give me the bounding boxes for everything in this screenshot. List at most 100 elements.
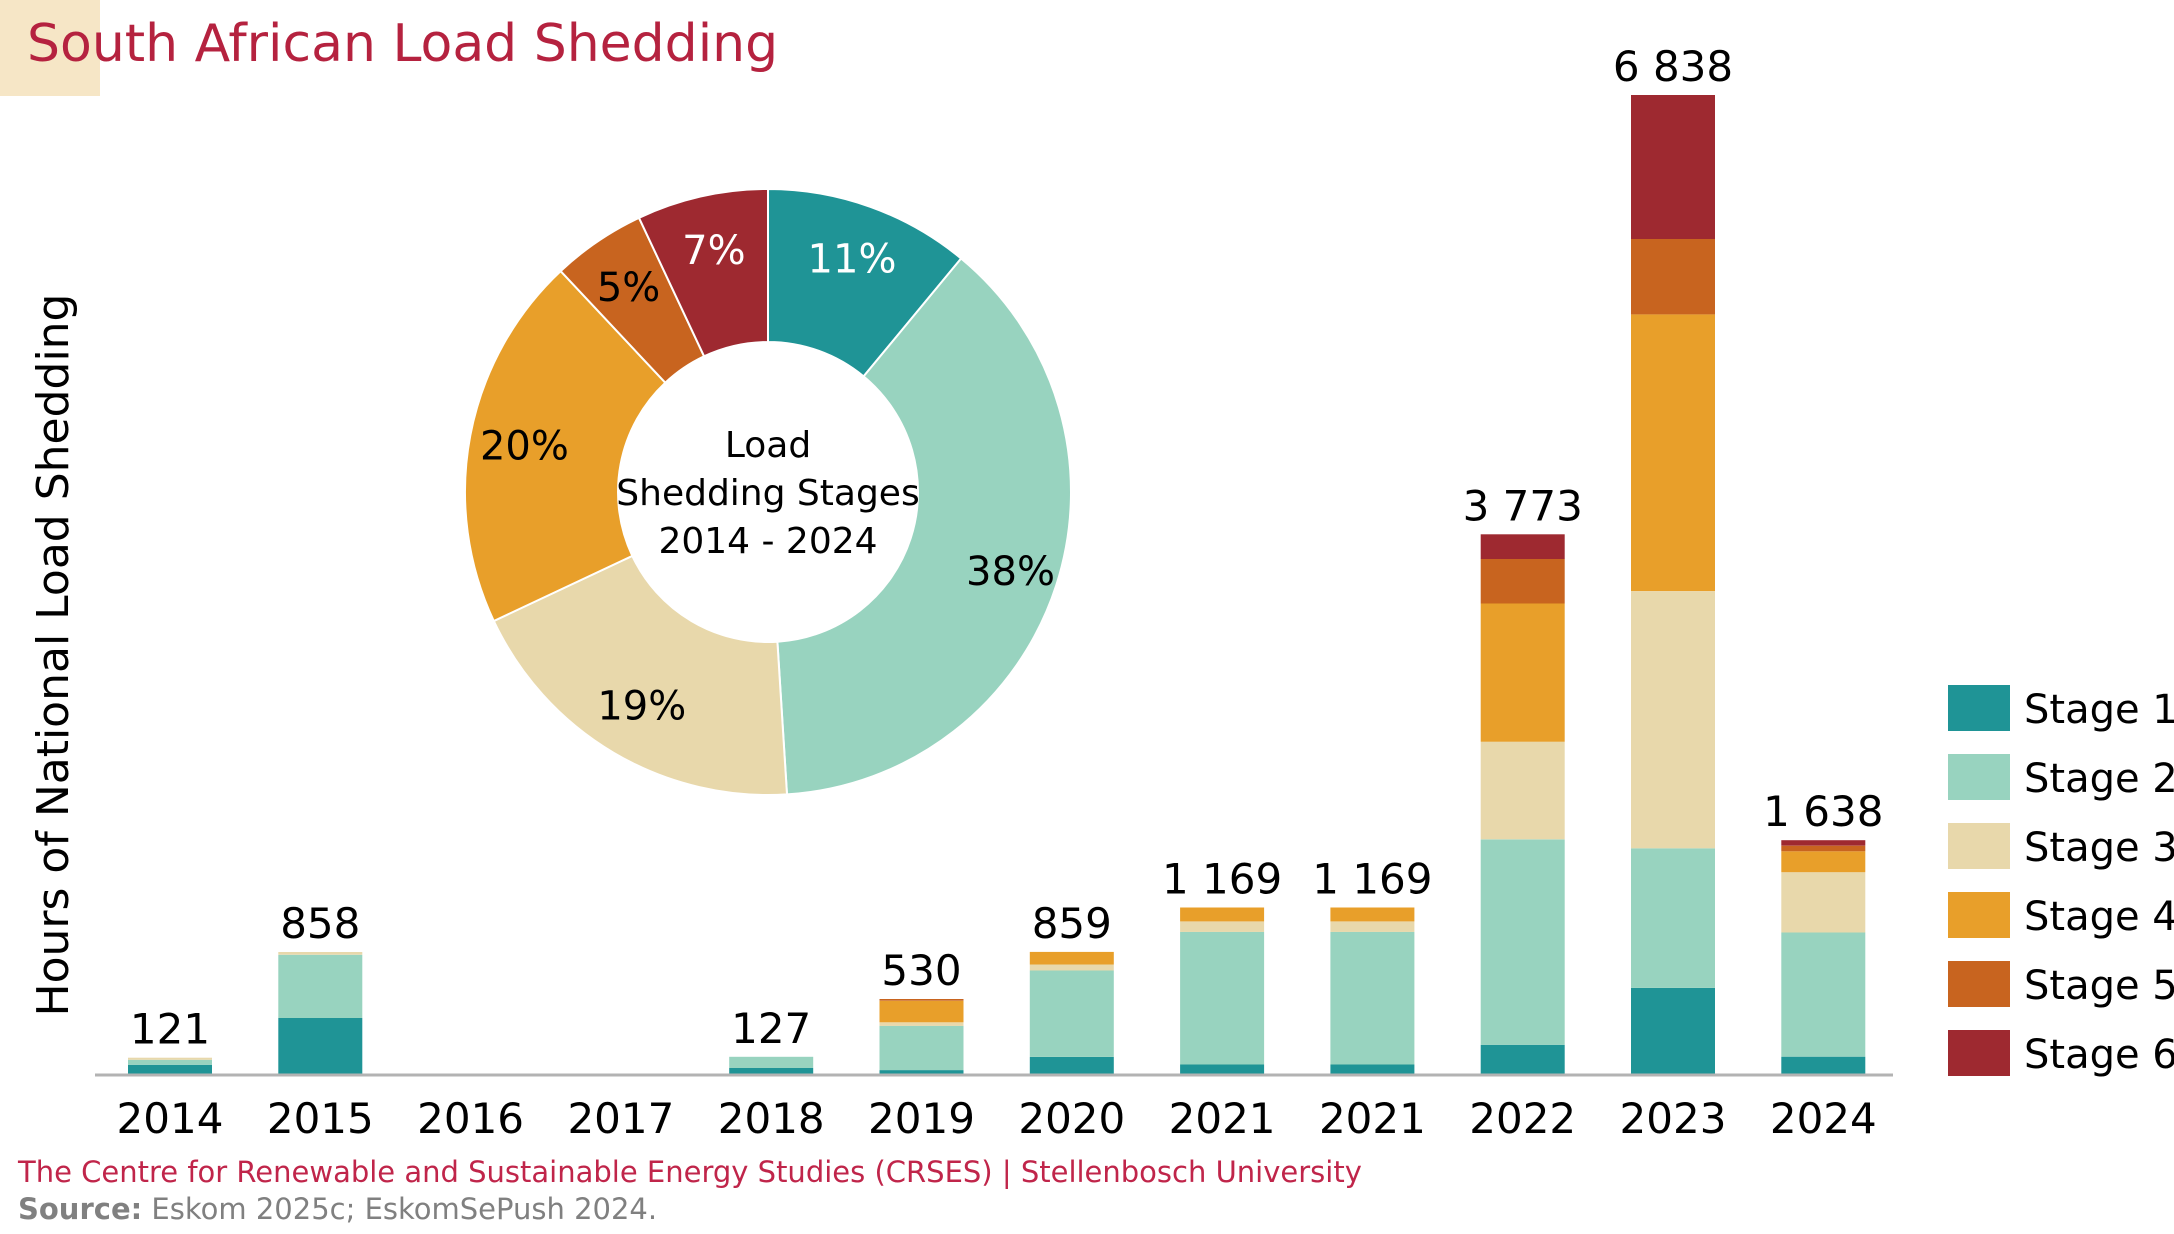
legend-swatch-stage-1 bbox=[1948, 685, 2010, 731]
bar-total-label: 530 bbox=[881, 946, 961, 995]
donut-slice-stage-4 bbox=[464, 269, 667, 623]
bar-segment-2022-stage-5 bbox=[1480, 558, 1565, 604]
donut-center-line: Shedding Stages bbox=[616, 473, 919, 514]
bar-total-label: 3 773 bbox=[1463, 481, 1583, 530]
bar-segment-2022-stage-4 bbox=[1480, 603, 1565, 742]
legend-swatch-stage-3 bbox=[1948, 823, 2010, 869]
x-axis-ticks: 2014 2015 2016 2017 2018 2019 2020 2021 2021 2022… bbox=[117, 1094, 1877, 1143]
bar-segment-2022-stage-2 bbox=[1480, 839, 1565, 1045]
legend-swatch-stage-5 bbox=[1948, 961, 2010, 1007]
bar-total-labels: 121 858 127 530 859 1 169 1 169 3 773 6 838 1 638 bbox=[130, 42, 1884, 1054]
bar-chart bbox=[128, 95, 1866, 1075]
footer-source-text: Eskom 2025c; EskomSePush 2024. bbox=[142, 1192, 658, 1226]
bar-total-label: 6 838 bbox=[1613, 42, 1733, 91]
bar-segment-2018-stage-1 bbox=[729, 1068, 814, 1075]
legend-swatch-stage-4 bbox=[1948, 892, 2010, 938]
bar-segment-2019-stage-2 bbox=[879, 1025, 964, 1071]
bar-segment-2015-stage-3 bbox=[278, 952, 363, 955]
donut-percent-labels: 11% 38% 19% 20% 5% 7% bbox=[480, 228, 1055, 730]
x-tick-label: 2021 bbox=[1169, 1094, 1276, 1143]
bar-segment-2022-stage-1 bbox=[1480, 1044, 1565, 1075]
title-accent-block bbox=[0, 0, 100, 96]
bar-segment-2014-stage-3 bbox=[128, 1057, 212, 1060]
bar-segment-2024-stage-2 bbox=[1781, 932, 1866, 1057]
donut-percent-label: 11% bbox=[808, 237, 897, 283]
bar-segment-2024-stage-4 bbox=[1781, 851, 1866, 873]
legend-label-stage-1: Stage 1 bbox=[2024, 687, 2174, 733]
legend-label-stage-6: Stage 6 bbox=[2024, 1032, 2174, 1078]
bar-total-label: 859 bbox=[1032, 899, 1112, 948]
page-title: South African Load Shedding bbox=[27, 14, 779, 74]
donut-slice-stage-6 bbox=[637, 187, 769, 358]
x-tick-label: 2016 bbox=[417, 1094, 524, 1143]
legend-swatch-stage-6 bbox=[1948, 1030, 2010, 1076]
x-tick-label: 2019 bbox=[868, 1094, 975, 1143]
bar-segment-2015-stage-2 bbox=[278, 954, 363, 1018]
bar-segment-2023-stage-1 bbox=[1631, 987, 1715, 1075]
bar-segment-2018-stage-2 bbox=[729, 1056, 814, 1068]
bar-total-label: 121 bbox=[130, 1005, 210, 1054]
bar-segment-2021-stage-4 bbox=[1330, 907, 1415, 922]
x-tick-label: 2017 bbox=[567, 1094, 674, 1143]
bar-segment-2019-stage-3 bbox=[879, 1022, 964, 1026]
donut-percent-label: 38% bbox=[966, 549, 1055, 595]
donut-chart bbox=[464, 187, 1072, 796]
footer-credit: The Centre for Renewable and Sustainable… bbox=[18, 1155, 1362, 1189]
bar-segment-2014-stage-2 bbox=[128, 1059, 212, 1065]
bar-segment-2020-stage-3 bbox=[1029, 964, 1114, 971]
bar-total-label: 1 638 bbox=[1763, 787, 1883, 836]
bar-segment-2022-stage-3 bbox=[1480, 741, 1565, 840]
bar-segment-2019-stage-4 bbox=[879, 1000, 964, 1023]
bar-segment-2019-stage-5 bbox=[879, 999, 964, 1001]
donut-slice-stage-3 bbox=[492, 554, 789, 796]
bar-segment-2019-stage-1 bbox=[879, 1070, 964, 1075]
bar-total-label: 1 169 bbox=[1312, 855, 1432, 904]
x-tick-label: 2024 bbox=[1770, 1094, 1877, 1143]
bar-segment-2020-stage-4 bbox=[1029, 951, 1114, 965]
bar-segment-2022-stage-6 bbox=[1480, 534, 1565, 559]
bar-segment-2021-stage-2 bbox=[1330, 931, 1415, 1065]
bar-segment-2021-stage-3 bbox=[1330, 921, 1415, 932]
bar-total-label: 1 169 bbox=[1162, 855, 1282, 904]
bar-segment-2024-stage-1 bbox=[1781, 1056, 1866, 1075]
x-tick-label: 2020 bbox=[1018, 1094, 1125, 1143]
bar-segment-2020-stage-2 bbox=[1029, 970, 1114, 1057]
legend-label-stage-4: Stage 4 bbox=[2024, 894, 2174, 940]
legend-label-stage-2: Stage 2 bbox=[2024, 756, 2174, 802]
bar-segment-2021-stage-1 bbox=[1330, 1064, 1415, 1075]
x-tick-label: 2015 bbox=[267, 1094, 374, 1143]
bar-segment-2021-stage-2 bbox=[1180, 931, 1265, 1065]
bar-segment-2021-stage-1 bbox=[1180, 1064, 1265, 1075]
donut-percent-label: 5% bbox=[597, 265, 660, 311]
donut-percent-label: 19% bbox=[597, 684, 686, 730]
x-tick-label: 2023 bbox=[1620, 1094, 1727, 1143]
bar-segment-2021-stage-3 bbox=[1180, 921, 1265, 932]
footer-source-label: Source: bbox=[18, 1192, 143, 1226]
bar-segment-2015-stage-1 bbox=[278, 1018, 363, 1075]
legend-label-stage-3: Stage 3 bbox=[2024, 825, 2174, 871]
y-axis-title: Hours of National Load Shedding bbox=[28, 294, 79, 1017]
legend-swatch-stage-2 bbox=[1948, 754, 2010, 800]
donut-percent-label: 20% bbox=[480, 424, 569, 470]
bar-segment-2020-stage-1 bbox=[1029, 1056, 1114, 1075]
bar-segment-2021-stage-4 bbox=[1180, 907, 1265, 922]
bar-segment-2024-stage-5 bbox=[1781, 845, 1866, 852]
donut-center-line: 2014 - 2024 bbox=[658, 521, 877, 562]
bar-segment-2023-stage-4 bbox=[1631, 314, 1715, 592]
x-tick-label: 2018 bbox=[718, 1094, 825, 1143]
bar-segment-2023-stage-6 bbox=[1631, 95, 1715, 239]
donut-center-line: Load bbox=[725, 425, 811, 466]
donut-slice-stage-2 bbox=[776, 257, 1072, 796]
donut-percent-label: 7% bbox=[682, 228, 745, 274]
bar-segment-2023-stage-2 bbox=[1631, 848, 1715, 988]
x-tick-label: 2022 bbox=[1469, 1094, 1576, 1143]
x-tick-label: 2014 bbox=[117, 1094, 224, 1143]
footer-source: Source: Eskom 2025c; EskomSePush 2024. bbox=[18, 1192, 657, 1226]
bar-segment-2023-stage-5 bbox=[1631, 239, 1715, 315]
bar-segment-2024-stage-3 bbox=[1781, 872, 1866, 933]
bar-segment-2023-stage-3 bbox=[1631, 591, 1715, 849]
bar-segment-2014-stage-1 bbox=[128, 1064, 212, 1075]
legend: Stage 1 Stage 2 Stage 3 Stage 4 Stage 5 Stage… bbox=[1948, 685, 2174, 1078]
bar-segment-2024-stage-6 bbox=[1781, 840, 1866, 846]
bar-total-label: 858 bbox=[280, 899, 360, 948]
